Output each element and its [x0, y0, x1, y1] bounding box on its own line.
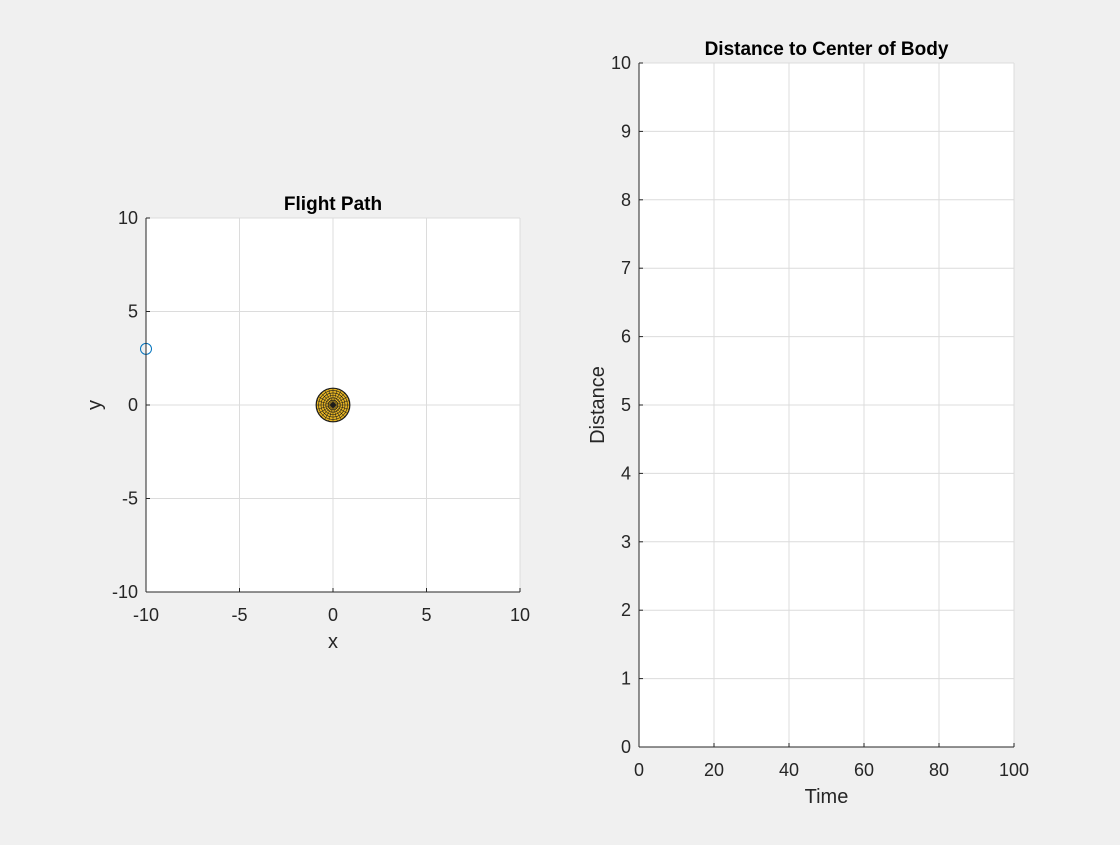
y-tick-label: 10: [118, 208, 138, 228]
distance-y-label: Distance: [587, 366, 609, 444]
y-tick-label: 3: [621, 532, 631, 552]
x-tick-label: 0: [328, 605, 338, 625]
flight-path-title: Flight Path: [284, 194, 382, 215]
x-tick-label: 40: [779, 760, 799, 780]
y-tick-label: 4: [621, 463, 631, 483]
y-tick-label: 6: [621, 327, 631, 347]
x-tick-label: 0: [634, 760, 644, 780]
x-tick-label: 5: [421, 605, 431, 625]
body-mesh-spoke: [328, 388, 334, 406]
body-mesh-spoke: [332, 392, 346, 406]
distance-grid: [638, 62, 1015, 748]
x-tick-label: -5: [231, 605, 247, 625]
body-mesh-spoke: [332, 404, 342, 420]
body-mesh-spoke: [332, 390, 342, 406]
body-mesh-spoke: [332, 404, 346, 418]
y-tick-label: 2: [621, 600, 631, 620]
flight-path-x-label: x: [328, 631, 338, 653]
y-tick-label: 0: [128, 395, 138, 415]
body-mesh-spoke: [318, 396, 334, 406]
body-mesh-spoke: [320, 392, 334, 406]
y-tick-label: 0: [621, 737, 631, 757]
body-mesh-spoke: [316, 404, 334, 410]
body-mesh-spoke: [324, 404, 334, 420]
body-mesh-spoke: [324, 390, 334, 406]
x-tick-label: 80: [929, 760, 949, 780]
body-mesh-spoke: [332, 404, 338, 422]
x-tick-label: 60: [854, 760, 874, 780]
distance-title: Distance to Center of Body: [705, 39, 949, 60]
y-tick-label: 5: [128, 302, 138, 322]
distance-ticks: 0 20 40 60 80 100 0 1 2 3 4 5 6 7 8 9 10: [611, 53, 1029, 780]
x-tick-label: 10: [510, 605, 530, 625]
body-mesh-spoke: [316, 400, 334, 406]
central-body: [315, 387, 351, 423]
x-tick-label: 100: [999, 760, 1029, 780]
body-mesh-spoke: [328, 404, 334, 422]
y-tick-label: 9: [621, 121, 631, 141]
flight-path-axes[interactable]: -10 -5 0 5 10 -10 -5 0 5 10 Flight Path x y: [84, 194, 530, 653]
y-tick-label: 5: [621, 395, 631, 415]
body-mesh-spoke: [332, 404, 348, 414]
x-tick-label: -10: [133, 605, 159, 625]
distance-axes[interactable]: 0 20 40 60 80 100 0 1 2 3 4 5 6 7 8 9 10 Distance to Cen…: [587, 39, 1029, 808]
body-center: [330, 402, 336, 408]
y-tick-label: 8: [621, 190, 631, 210]
body-mesh-spoke: [332, 404, 350, 410]
y-tick-label: 7: [621, 258, 631, 278]
flight-path-ticks: -10 -5 0 5 10 -10 -5 0 5 10: [112, 208, 530, 625]
body-mesh-spoke: [332, 396, 348, 406]
body-mesh-spoke: [318, 404, 334, 414]
y-tick-label: 1: [621, 669, 631, 689]
x-tick-label: 20: [704, 760, 724, 780]
y-tick-label: -10: [112, 582, 138, 602]
body-mesh-spoke: [320, 404, 334, 418]
flight-path-y-label: y: [84, 400, 106, 410]
body-mesh-spoke: [332, 400, 350, 406]
body-mesh-spoke: [332, 388, 338, 406]
distance-x-label: Time: [805, 786, 849, 808]
y-tick-label: 10: [611, 53, 631, 73]
y-tick-label: -5: [122, 489, 138, 509]
